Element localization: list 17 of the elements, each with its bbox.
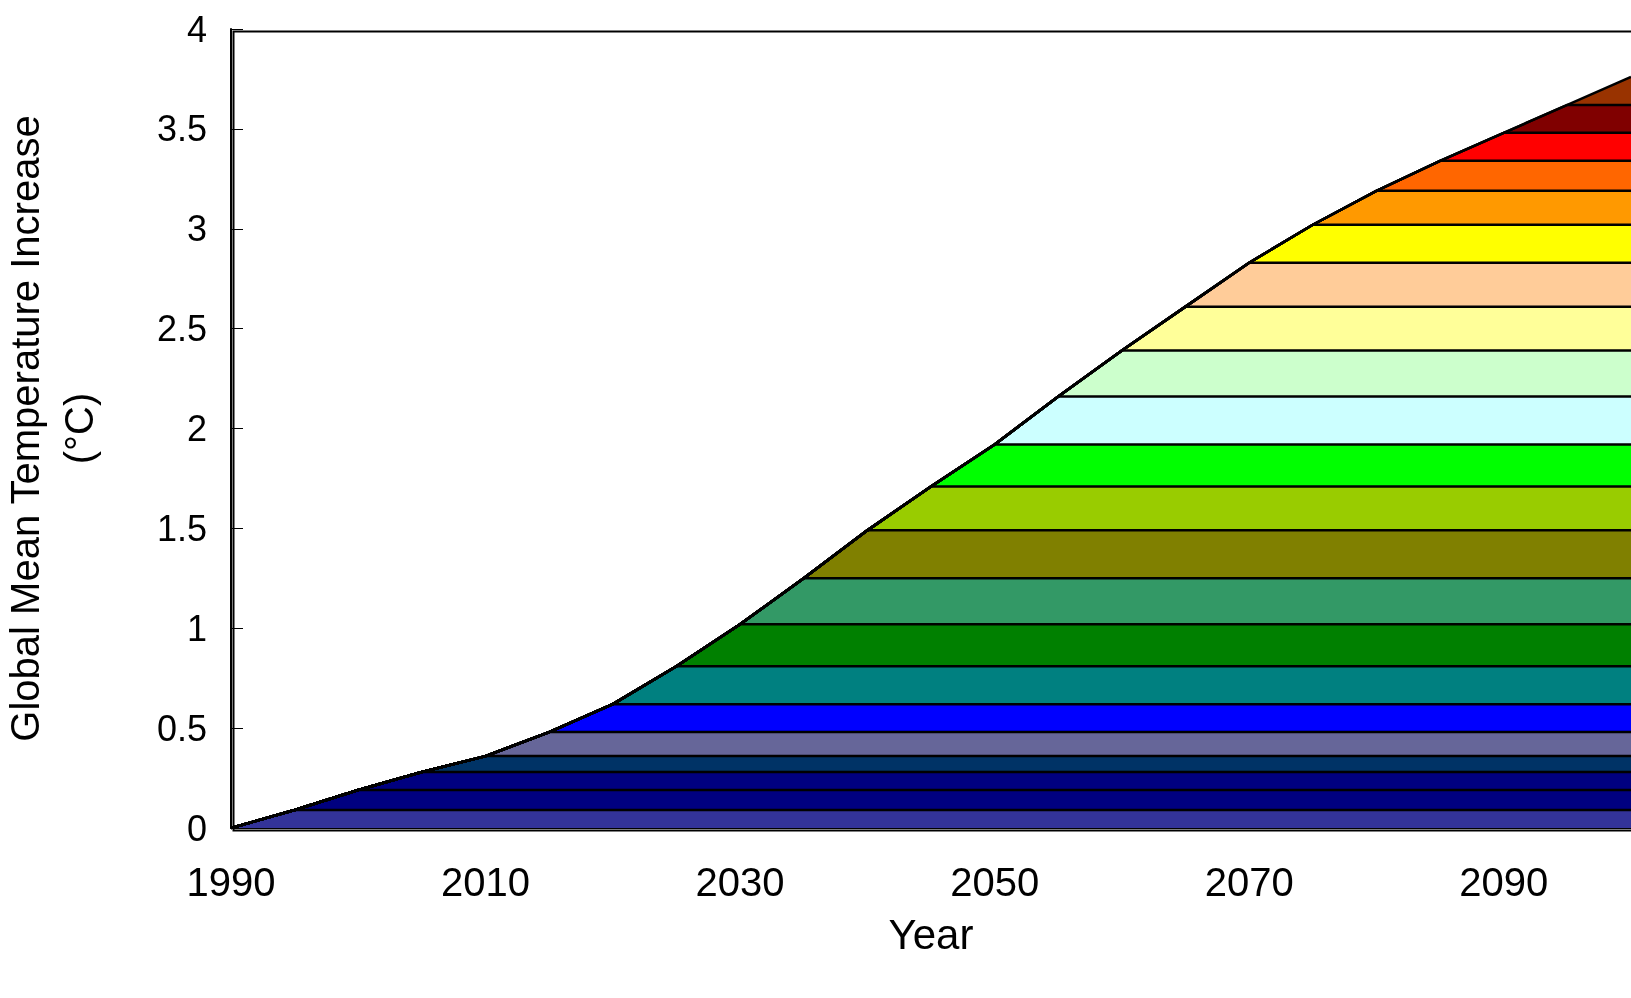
x-tick-label: 2050 [950,860,1040,904]
x-axis-title: Year [888,910,974,958]
x-tick-label: 1990 [186,860,276,904]
x-tick-label: 2070 [1204,860,1294,904]
y-tick-label: 3.5 [156,108,207,150]
y-tick-label: 1.5 [156,507,207,549]
y-tick-label: 0.5 [156,707,207,749]
x-tick-label: 2030 [695,860,785,904]
x-tick-label: 2090 [1459,860,1549,904]
y-tick-label: 0 [186,807,207,849]
y-tick-label: 3 [186,208,207,250]
y-tick-label: 4 [186,8,207,50]
y-tick-label: 1 [186,607,207,649]
y-tick-label: 2 [186,408,207,449]
x-tick-label: 2010 [441,860,531,904]
y-axis-title: Global Mean Temperature Increase (°C) [3,115,101,742]
y-tick-label: 2.5 [156,308,207,350]
